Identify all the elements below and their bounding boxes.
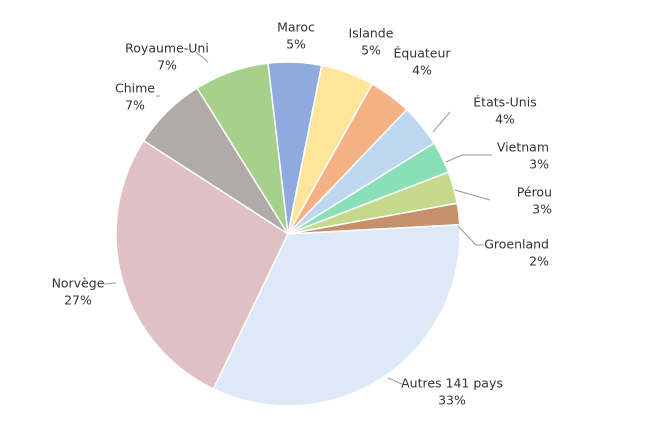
pie-slice: [196, 62, 289, 235]
slice-label: États-Unis: [473, 95, 536, 110]
slice-label: Groenland: [484, 237, 549, 252]
slice-label: Équateur: [393, 46, 451, 61]
slice-value-label: 7%: [125, 98, 145, 113]
slice-value-label: 3%: [529, 157, 549, 172]
leader-line: [454, 189, 491, 201]
slice-label: Vietnam: [497, 140, 549, 155]
slice-value-label: 5%: [286, 37, 306, 52]
slice-label: Islande: [349, 26, 394, 41]
slice-label: Norvège: [52, 276, 105, 291]
slice-value-label: 7%: [157, 58, 177, 73]
leader-line: [445, 154, 492, 163]
slice-value-label: 3%: [532, 202, 552, 217]
leader-line: [387, 377, 403, 385]
slice-label: Autres 141 pays: [401, 376, 503, 391]
pie-slice: [212, 223, 461, 407]
leader-line: [432, 111, 451, 133]
leader-line: [103, 282, 117, 285]
pie-slice: [115, 139, 289, 390]
slice-value-label: 2%: [529, 254, 549, 269]
slice-value-label: 5%: [361, 43, 381, 58]
leader-line: [195, 51, 209, 63]
slice-label: Maroc: [277, 20, 315, 35]
slice-label: Pérou: [517, 185, 552, 200]
slice-value-label: 4%: [495, 112, 515, 127]
slice-value-label: 4%: [412, 63, 432, 78]
slice-label: Royaume-Uni: [125, 41, 209, 56]
slice-value-label: 27%: [64, 293, 92, 308]
slice-value-label: 33%: [438, 393, 466, 408]
leader-line: [457, 225, 484, 246]
slice-label: Chime: [115, 81, 155, 96]
